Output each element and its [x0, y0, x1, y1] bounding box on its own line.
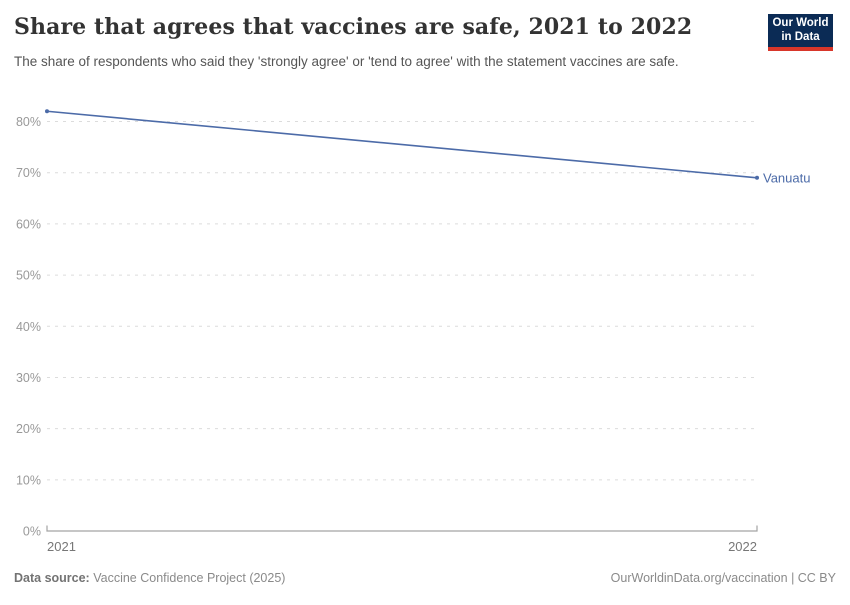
data-source: Data source: Vaccine Confidence Project … — [14, 571, 285, 585]
x-tick-label: 2022 — [728, 539, 757, 554]
y-tick-label: 70% — [16, 166, 41, 180]
y-tick-label: 60% — [16, 217, 41, 231]
data-point — [45, 109, 49, 114]
y-tick-label: 40% — [16, 320, 41, 334]
x-axis-line — [46, 525, 758, 532]
chart-subtitle: The share of respondents who said they '… — [14, 54, 679, 69]
chart-title: Share that agrees that vaccines are safe… — [14, 14, 693, 40]
data-source-value: Vaccine Confidence Project (2025) — [93, 571, 286, 585]
series-label: Vanuatu — [763, 170, 810, 185]
y-tick-label: 30% — [16, 371, 41, 385]
chart-footer: Data source: Vaccine Confidence Project … — [14, 569, 836, 587]
data-point — [755, 175, 759, 180]
credit-line: OurWorldinData.org/vaccination | CC BY — [610, 571, 836, 585]
y-tick-label: 10% — [16, 473, 41, 487]
owid-logo-line2: in Data — [781, 30, 820, 43]
y-tick-label: 0% — [23, 525, 41, 539]
y-tick-label: 80% — [16, 115, 41, 129]
owid-logo: Our World in Data — [768, 14, 833, 51]
owid-logo-line1: Our World — [772, 17, 829, 29]
x-tick-label: 2021 — [47, 539, 76, 554]
y-tick-label: 20% — [16, 422, 41, 436]
y-tick-label: 50% — [16, 269, 41, 283]
data-line — [46, 110, 758, 179]
data-source-label: Data source: — [14, 571, 90, 585]
